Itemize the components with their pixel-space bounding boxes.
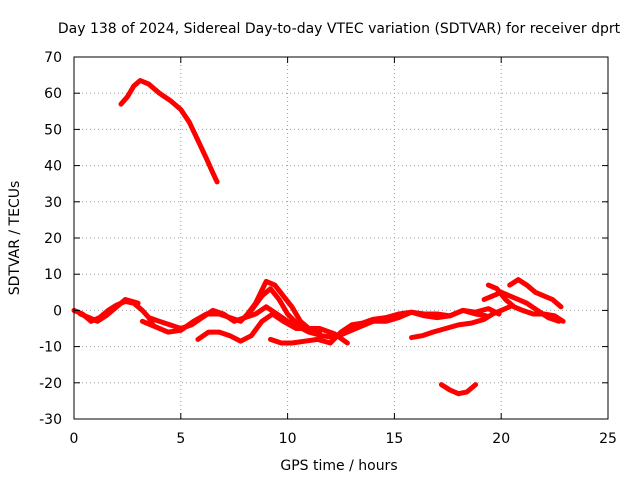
series-arc-9 bbox=[409, 304, 513, 341]
y-tick-label: 60 bbox=[44, 86, 62, 102]
y-tick-label: 10 bbox=[44, 267, 62, 283]
x-tick-label: 20 bbox=[492, 431, 510, 447]
x-tick-label: 15 bbox=[385, 431, 403, 447]
grid bbox=[74, 57, 608, 419]
x-tick-label: 0 bbox=[70, 431, 79, 447]
series-arc-5 bbox=[139, 286, 323, 337]
axis-ticks: 0 5 10 15 20 25 -30 -20 -10 0 10 20 30 40 50 60 70 bbox=[39, 50, 617, 447]
series-arc-1 bbox=[118, 78, 220, 185]
x-tick-label: 25 bbox=[599, 431, 617, 447]
x-axis-label: GPS time / hours bbox=[280, 458, 397, 474]
y-tick-label: 40 bbox=[44, 159, 62, 175]
y-tick-label: -20 bbox=[39, 376, 62, 392]
series-arc-8 bbox=[268, 306, 502, 346]
series-arc-13 bbox=[438, 382, 479, 397]
series-arc-11 bbox=[507, 277, 564, 310]
y-tick-label: 30 bbox=[44, 195, 62, 211]
series-arc-6 bbox=[195, 311, 350, 346]
x-tick-label: 10 bbox=[279, 431, 297, 447]
y-tick-label: 20 bbox=[44, 231, 62, 247]
y-tick-label: 0 bbox=[53, 303, 62, 319]
y-tick-label: -30 bbox=[39, 412, 62, 428]
series-arc-3 bbox=[77, 297, 141, 324]
chart-title: Day 138 of 2024, Sidereal Day-to-day VTE… bbox=[58, 21, 621, 37]
y-tick-label: -10 bbox=[39, 340, 62, 356]
series-arc-12 bbox=[481, 289, 562, 324]
x-tick-label: 5 bbox=[176, 431, 185, 447]
y-tick-label: 70 bbox=[44, 50, 62, 66]
y-tick-label: 50 bbox=[44, 122, 62, 138]
y-axis-label: SDTVAR / TECUs bbox=[7, 181, 23, 296]
data-series bbox=[71, 78, 566, 397]
